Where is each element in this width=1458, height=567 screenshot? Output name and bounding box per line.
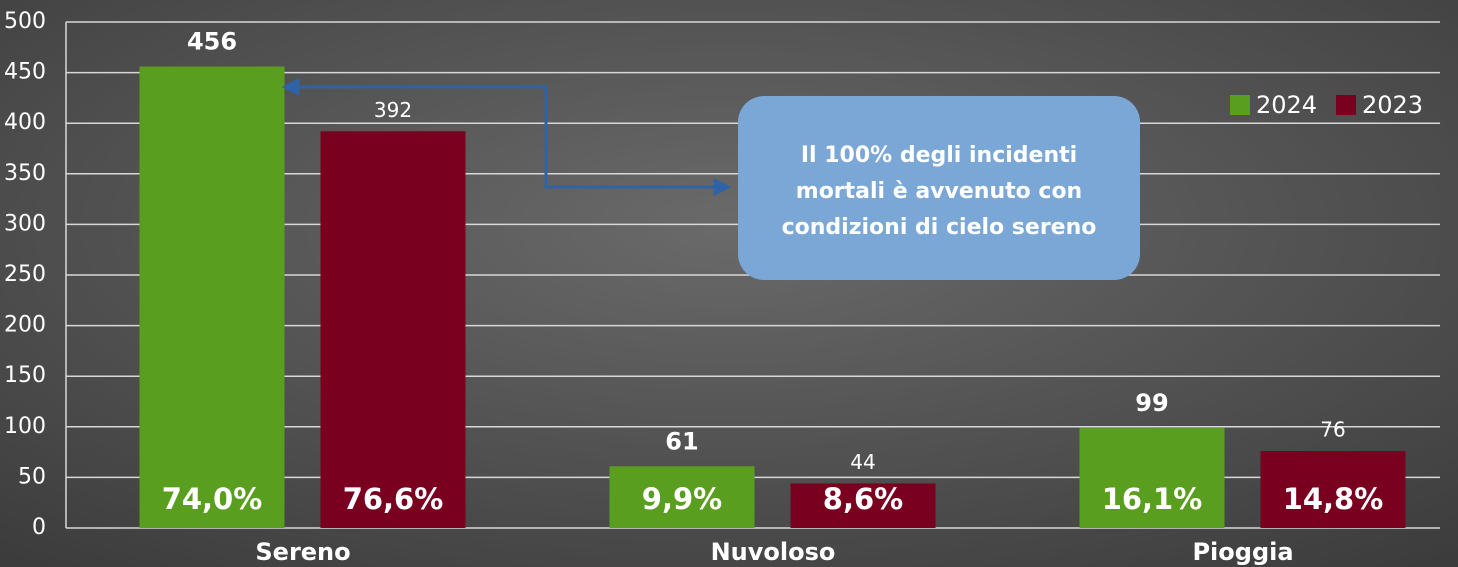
legend-swatch (1336, 95, 1356, 115)
x-tick-label: Sereno (255, 538, 350, 566)
annotation-text: Il 100% degli incidenti (801, 143, 1077, 168)
bar (321, 131, 466, 528)
x-tick-label: Nuvoloso (711, 538, 836, 566)
value-label: 76 (1320, 418, 1345, 442)
y-tick-label: 200 (4, 313, 46, 338)
value-label: 44 (850, 450, 875, 474)
y-tick-label: 50 (18, 464, 46, 489)
legend-label: 2023 (1362, 91, 1423, 119)
percent-label: 74,0% (162, 482, 263, 516)
x-tick-label: Pioggia (1192, 538, 1293, 566)
percent-label: 9,9% (642, 482, 722, 516)
value-label: 392 (374, 98, 412, 122)
percent-label: 16,1% (1102, 482, 1203, 516)
percent-label: 8,6% (823, 482, 903, 516)
y-tick-label: 250 (4, 262, 46, 287)
value-label: 61 (665, 427, 698, 455)
y-tick-label: 0 (32, 515, 46, 540)
y-tick-label: 350 (4, 161, 46, 186)
chart: 0 50 100 150 200 250 300 350 400 450 500 Sereno Nuvo… (0, 0, 1458, 567)
value-label: 456 (187, 28, 237, 56)
y-tick-label: 150 (4, 363, 46, 388)
page: 0 50 100 150 200 250 300 350 400 450 500 Sereno Nuvo… (0, 0, 1458, 567)
value-label: 99 (1135, 389, 1168, 417)
percent-label: 14,8% (1283, 482, 1384, 516)
bar (140, 67, 285, 528)
y-tick-label: 500 (4, 9, 46, 34)
y-tick-label: 100 (4, 414, 46, 439)
annotation-text: mortali è avvenuto con (796, 179, 1082, 204)
annotation-text: condizioni di cielo sereno (782, 215, 1097, 240)
y-tick-label: 400 (4, 110, 46, 135)
y-tick-label: 300 (4, 211, 46, 236)
y-tick-label: 450 (4, 60, 46, 85)
percent-label: 76,6% (343, 482, 444, 516)
legend-swatch (1230, 95, 1250, 115)
legend-label: 2024 (1256, 91, 1317, 119)
